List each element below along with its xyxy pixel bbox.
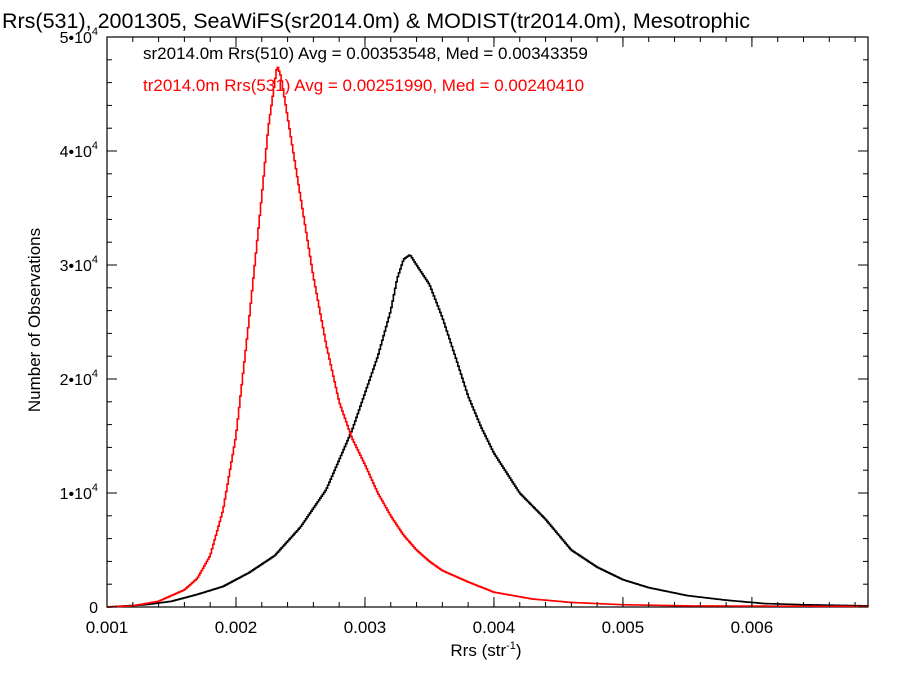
y-tick-mantissa: 1•10 (60, 486, 92, 503)
x-tick-label: 0.006 (731, 618, 774, 637)
plot-border (106, 36, 869, 608)
y-tick-label: 4•104 (60, 140, 98, 161)
x-tick-label: 0.001 (86, 618, 129, 637)
y-tick-label: 1•104 (60, 482, 98, 503)
x-tick-label: 0.005 (602, 618, 645, 637)
y-tick-exponent: 4 (92, 482, 98, 494)
y-tick-label: 0 (89, 600, 98, 617)
axis-layer: 0.001 0.002 0.003 0.004 0.005 0.00601•1042•10… (60, 26, 868, 637)
y-tick-exponent: 4 (92, 254, 98, 266)
chart-title: Rrs(531), 2001305, SeaWiFS(sr2014.0m) & … (2, 9, 750, 33)
y-tick-mantissa: 0 (89, 600, 98, 617)
y-tick-label: 3•104 (60, 254, 98, 275)
x-tick-label: 0.004 (473, 618, 516, 637)
x-tick-label: 0.002 (215, 618, 258, 637)
y-tick-label: 2•104 (60, 368, 98, 389)
y-tick-mantissa: 2•10 (60, 372, 92, 389)
series-layer (107, 66, 869, 608)
y-tick-exponent: 4 (92, 140, 98, 152)
y-tick-mantissa: 5•10 (60, 30, 92, 47)
y-tick-exponent: 4 (92, 26, 98, 38)
y-tick-exponent: 4 (92, 368, 98, 380)
y-tick-mantissa: 4•10 (60, 144, 92, 161)
y-tick-mantissa: 3•10 (60, 258, 92, 275)
plot-frame (106, 36, 869, 608)
series-1-histogram (107, 254, 869, 608)
x-axis-label-suffix: ) (516, 641, 522, 660)
x-axis-label: Rrs (str-1) (450, 640, 521, 660)
x-tick-label: 0.003 (344, 618, 387, 637)
x-axis-label-exponent: -1 (506, 640, 516, 652)
legend-entry-series-2: tr2014.0m Rrs(531) Avg = 0.00251990, Med… (143, 76, 584, 95)
y-tick-label: 5•104 (60, 26, 98, 47)
y-axis-label: Number of Observations (25, 228, 44, 412)
series-2-histogram (107, 66, 868, 608)
legend: sr2014.0m Rrs(510) Avg = 0.00353548, Med… (143, 44, 588, 95)
legend-entry-series-1: sr2014.0m Rrs(510) Avg = 0.00353548, Med… (143, 44, 588, 63)
x-axis-label-text: Rrs (str (450, 641, 506, 660)
